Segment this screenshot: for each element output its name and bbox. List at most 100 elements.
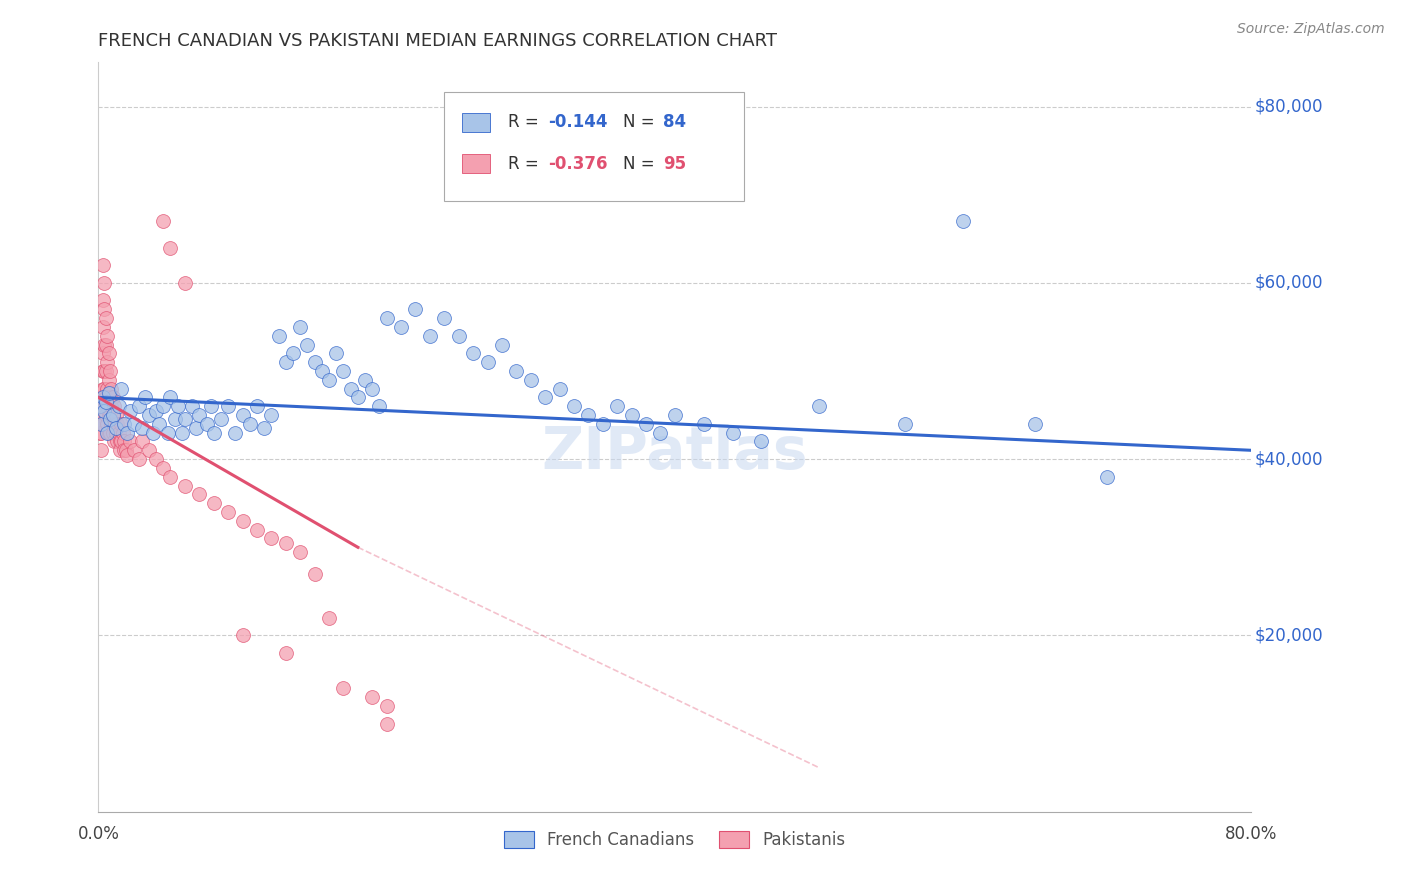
Point — [128, 452, 150, 467]
Point — [100, 399, 122, 413]
Point — [267, 328, 290, 343]
Point — [636, 417, 658, 431]
Point — [124, 443, 146, 458]
Point — [112, 434, 135, 449]
Point — [97, 408, 120, 422]
Point — [195, 417, 218, 431]
Point — [96, 399, 118, 413]
Point — [1097, 469, 1119, 483]
Point — [104, 408, 127, 422]
Point — [91, 258, 114, 272]
Point — [89, 386, 111, 401]
Point — [433, 311, 456, 326]
Point — [361, 690, 384, 705]
Point — [304, 355, 326, 369]
Point — [721, 425, 744, 440]
Point — [202, 425, 225, 440]
Point — [89, 425, 111, 440]
Point — [100, 382, 122, 396]
Text: N =: N = — [623, 154, 659, 172]
Point — [693, 417, 716, 431]
Point — [281, 346, 304, 360]
Point — [110, 382, 132, 396]
Point — [808, 399, 831, 413]
Point — [96, 417, 118, 431]
Point — [90, 443, 112, 458]
Text: $60,000: $60,000 — [1254, 274, 1323, 292]
Point — [152, 461, 174, 475]
Point — [97, 346, 120, 360]
Point — [94, 408, 117, 422]
Point — [110, 434, 132, 449]
Point — [108, 443, 131, 458]
Point — [93, 403, 115, 417]
Text: Source: ZipAtlas.com: Source: ZipAtlas.com — [1237, 22, 1385, 37]
Point — [107, 425, 129, 440]
Point — [96, 355, 118, 369]
Point — [145, 403, 167, 417]
Point — [90, 391, 112, 405]
Point — [188, 487, 211, 501]
Point — [91, 364, 114, 378]
Text: $20,000: $20,000 — [1254, 626, 1323, 644]
Point — [231, 628, 254, 642]
Point — [200, 399, 222, 413]
Point — [91, 417, 114, 431]
Point — [477, 355, 499, 369]
Point — [120, 434, 142, 449]
Point — [142, 425, 165, 440]
Point — [100, 417, 122, 431]
Point — [174, 412, 197, 426]
FancyBboxPatch shape — [461, 154, 491, 173]
Point — [174, 478, 197, 492]
Point — [94, 364, 117, 378]
Point — [274, 355, 297, 369]
Point — [274, 536, 297, 550]
Point — [166, 399, 188, 413]
Point — [297, 337, 319, 351]
Point — [90, 417, 112, 431]
Point — [152, 214, 174, 228]
Point — [170, 425, 193, 440]
Point — [354, 373, 377, 387]
Point — [290, 319, 312, 334]
Legend: French Canadians, Pakistanis: French Canadians, Pakistanis — [498, 824, 852, 855]
Point — [93, 399, 115, 413]
Point — [105, 417, 128, 431]
Point — [91, 319, 114, 334]
Point — [311, 364, 333, 378]
Point — [96, 382, 118, 396]
Point — [89, 399, 111, 413]
Point — [138, 408, 160, 422]
Point — [104, 425, 127, 440]
Point — [111, 425, 134, 440]
Point — [89, 399, 111, 413]
Point — [91, 391, 114, 405]
Point — [97, 373, 120, 387]
Point — [592, 417, 614, 431]
Point — [650, 425, 672, 440]
Point — [224, 425, 246, 440]
Point — [318, 611, 340, 625]
Point — [325, 346, 347, 360]
Point — [98, 408, 121, 422]
Point — [98, 412, 121, 426]
Text: $80,000: $80,000 — [1254, 97, 1323, 116]
Point — [131, 421, 153, 435]
Point — [751, 434, 773, 449]
Text: -0.144: -0.144 — [548, 113, 607, 131]
Point — [91, 399, 114, 413]
Point — [894, 417, 917, 431]
Point — [217, 399, 239, 413]
Point — [101, 391, 124, 405]
Point — [253, 421, 276, 435]
Point — [89, 408, 111, 422]
Point — [96, 425, 118, 440]
Point — [461, 346, 484, 360]
Point — [98, 425, 121, 440]
Point — [97, 425, 120, 440]
Point — [98, 364, 121, 378]
Point — [93, 382, 115, 396]
Point — [246, 399, 269, 413]
Point — [117, 425, 139, 440]
